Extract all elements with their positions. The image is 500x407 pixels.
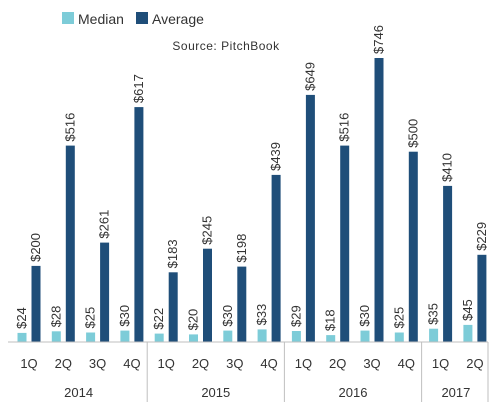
x-tick-label-10: 3Q xyxy=(363,356,380,371)
legend-median-swatch xyxy=(62,12,74,24)
average-value-label-0: $200 xyxy=(28,233,43,262)
average-bar-4 xyxy=(168,272,178,342)
average-bar-10 xyxy=(374,58,384,342)
median-value-label-5: $20 xyxy=(186,309,201,331)
median-value-label-7: $33 xyxy=(254,304,269,326)
source-note: Source: PitchBook xyxy=(172,39,280,53)
median-bar-0 xyxy=(17,332,27,342)
average-bar-1 xyxy=(65,145,75,342)
bars xyxy=(17,58,487,343)
median-value-label-0: $24 xyxy=(14,307,29,329)
value-labels: $24 $200 $28 $516 $25 $261 $30 $617 $22 $183 $20 $2… xyxy=(14,25,489,331)
year-label-2015: 2015 xyxy=(201,385,230,400)
x-tick-label-4: 1Q xyxy=(158,356,175,371)
average-value-label-8: $649 xyxy=(302,62,317,91)
median-bar-3 xyxy=(120,330,130,342)
median-value-label-12: $35 xyxy=(426,303,441,325)
x-tick-label-6: 3Q xyxy=(226,356,243,371)
x-tick-label-0: 1Q xyxy=(20,356,37,371)
average-value-label-4: $183 xyxy=(165,239,180,268)
x-tick-label-9: 2Q xyxy=(329,356,346,371)
median-bar-12 xyxy=(429,328,439,342)
median-value-label-11: $25 xyxy=(391,307,406,329)
legend-average-swatch xyxy=(136,12,148,24)
median-value-label-13: $45 xyxy=(460,299,475,321)
median-bar-5 xyxy=(189,334,198,342)
median-value-label-10: $30 xyxy=(357,305,372,327)
median-bar-7 xyxy=(257,329,267,342)
median-value-label-4: $22 xyxy=(151,308,166,330)
x-tick-label-13: 2Q xyxy=(466,356,483,371)
median-value-label-1: $28 xyxy=(48,306,63,328)
median-bar-4 xyxy=(154,333,164,342)
median-value-label-2: $25 xyxy=(83,307,98,329)
average-bar-6 xyxy=(237,266,247,342)
year-label-2016: 2016 xyxy=(339,385,368,400)
average-bar-3 xyxy=(134,107,144,342)
average-bar-8 xyxy=(305,94,315,343)
average-value-label-6: $198 xyxy=(234,234,249,263)
average-value-label-12: $410 xyxy=(440,153,455,182)
average-bar-5 xyxy=(203,248,212,342)
average-bar-13 xyxy=(477,254,487,342)
x-axis-ticks: 1Q 2Q 3Q 4Q 1Q 2Q 3Q 4Q 1Q 2Q 3Q 4Q 1Q 2Q xyxy=(20,356,483,371)
median-value-label-8: $29 xyxy=(288,305,303,327)
year-label-2014: 2014 xyxy=(64,385,93,400)
average-value-label-11: $500 xyxy=(405,119,420,148)
legend: Median Average xyxy=(62,11,204,27)
average-bar-9 xyxy=(340,145,350,342)
x-tick-label-2: 3Q xyxy=(89,356,106,371)
average-value-label-10: $746 xyxy=(371,25,386,54)
average-bar-2 xyxy=(100,242,110,342)
x-tick-label-3: 4Q xyxy=(123,356,140,371)
average-value-label-7: $439 xyxy=(268,142,283,171)
average-bar-12 xyxy=(443,185,453,342)
x-tick-label-5: 2Q xyxy=(192,356,209,371)
average-bar-11 xyxy=(408,151,418,342)
x-tick-label-7: 4Q xyxy=(260,356,277,371)
median-value-label-3: $30 xyxy=(117,305,132,327)
year-labels: 2014 2015 2016 2017 xyxy=(64,342,489,402)
average-value-label-9: $516 xyxy=(337,113,352,142)
x-tick-label-1: 2Q xyxy=(55,356,72,371)
average-value-label-13: $229 xyxy=(474,222,489,251)
median-bar-1 xyxy=(51,331,61,342)
average-value-label-1: $516 xyxy=(62,113,77,142)
x-tick-label-12: 1Q xyxy=(432,356,449,371)
median-value-label-9: $18 xyxy=(323,309,338,331)
average-value-label-5: $245 xyxy=(200,216,215,245)
median-bar-8 xyxy=(291,331,301,342)
median-bar-6 xyxy=(223,330,233,342)
median-value-label-6: $30 xyxy=(220,305,235,327)
legend-median-label: Median xyxy=(78,11,124,27)
year-label-2017: 2017 xyxy=(441,385,470,400)
x-tick-label-8: 1Q xyxy=(295,356,312,371)
average-value-label-3: $617 xyxy=(131,74,146,103)
average-bar-0 xyxy=(31,265,41,342)
x-tick-label-11: 4Q xyxy=(398,356,415,371)
median-bar-13 xyxy=(463,324,473,342)
median-bar-2 xyxy=(86,332,96,342)
average-bar-7 xyxy=(271,174,281,342)
legend-average-label: Average xyxy=(152,11,204,27)
average-value-label-2: $261 xyxy=(97,210,112,239)
median-bar-9 xyxy=(326,335,336,342)
median-bar-11 xyxy=(394,332,404,342)
median-bar-10 xyxy=(360,330,370,342)
